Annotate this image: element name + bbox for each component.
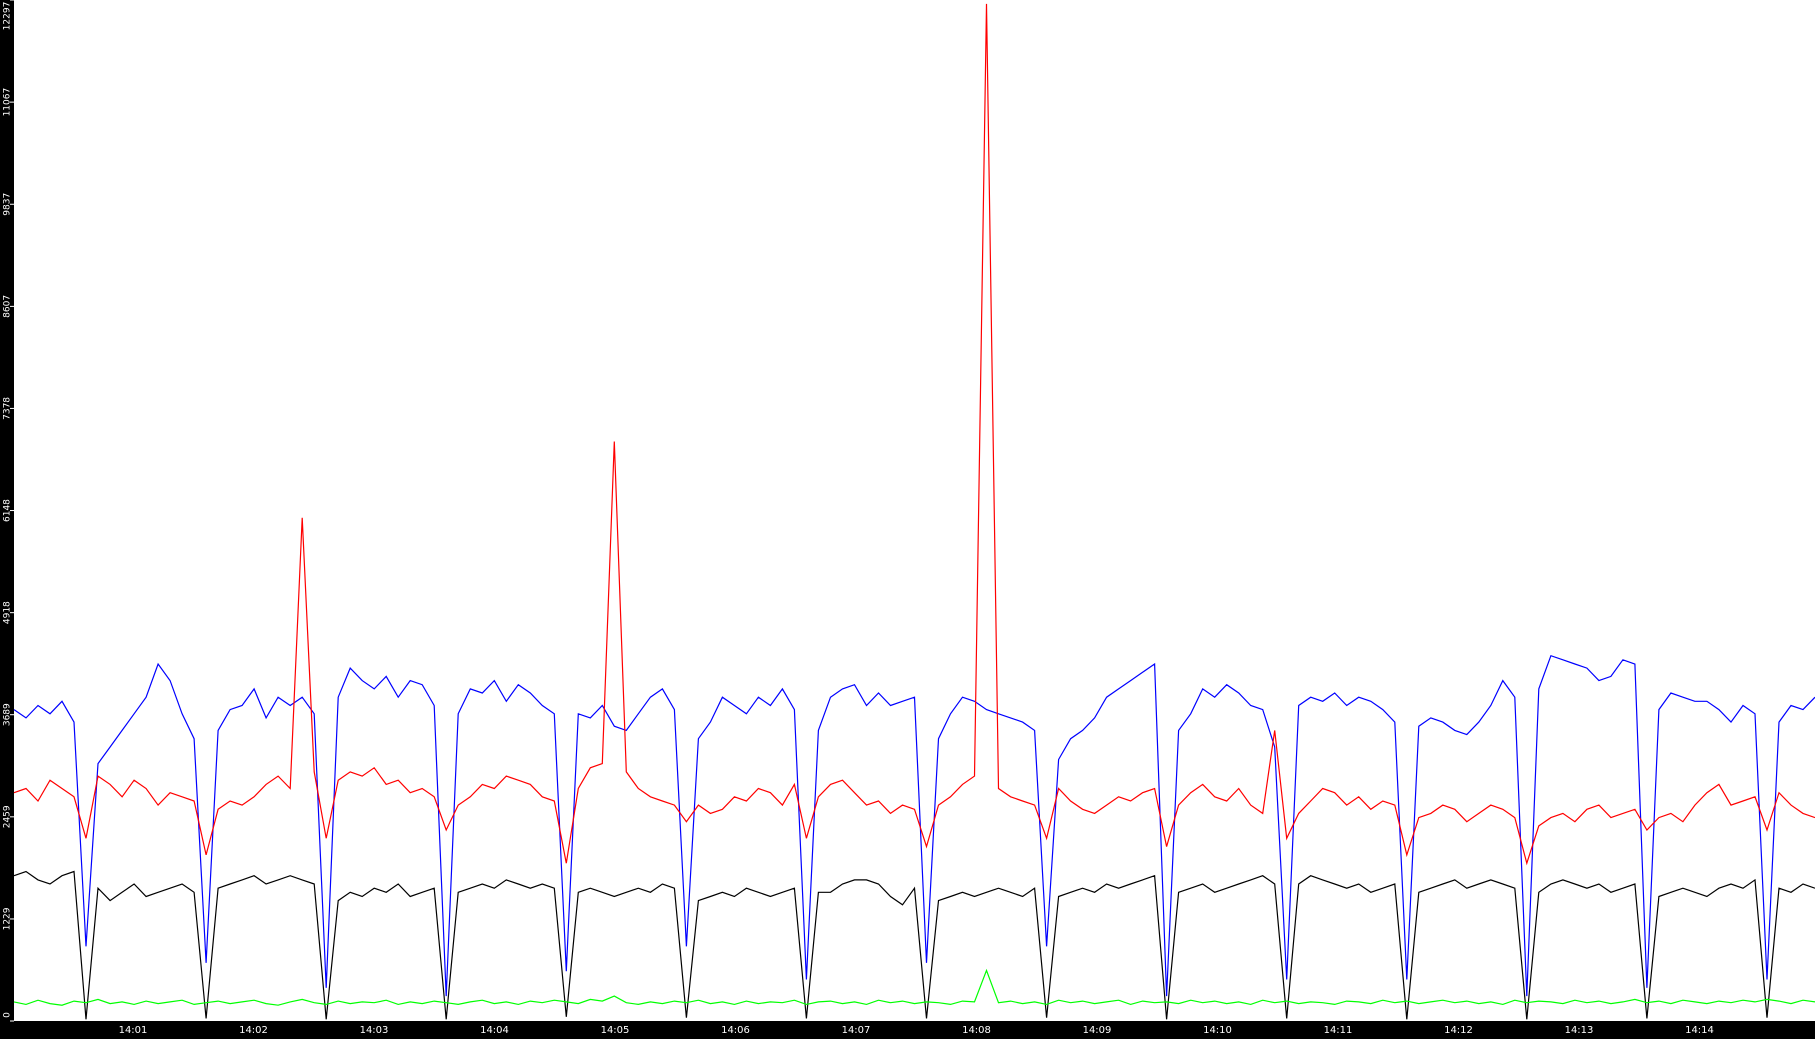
x-tick-label: 14:13 [1565,1025,1594,1036]
y-tick-label: 11067 [3,88,13,117]
y-tick-label: 12297 [3,2,13,31]
x-tick-label: 14:04 [480,1025,509,1036]
series-line [13,870,1815,1020]
x-tick-label: 14:03 [360,1025,389,1036]
y-axis-strip [0,0,14,1039]
x-tick-label: 14:09 [1083,1025,1112,1036]
x-tick-label: 14:08 [962,1025,991,1036]
series-line [13,3,1815,866]
y-tick-label: 8607 [3,295,13,318]
x-tick-label: 14:01 [119,1025,148,1036]
y-tick-label: 7378 [3,397,13,420]
x-axis-strip [0,1021,1815,1039]
x-tick-label: 14:07 [842,1025,871,1036]
x-tick-label: 14:14 [1685,1025,1714,1036]
x-tick-label: 14:12 [1444,1025,1473,1036]
y-tick-label: 4918 [3,601,13,624]
x-tick-label: 14:10 [1203,1025,1232,1036]
x-tick-label: 14:02 [239,1025,268,1036]
x-tick-label: 14:11 [1324,1025,1353,1036]
series-line [13,968,1815,1006]
x-tick-label: 14:05 [601,1025,630,1036]
series-line [13,654,1815,997]
y-tick-label: 1229 [3,907,13,930]
x-tick-label: 14:06 [721,1025,750,1036]
y-tick-label: 2459 [3,805,13,828]
y-tick-label: 3689 [3,703,13,726]
y-tick-label: 9837 [3,193,13,216]
y-tick-label: 6148 [3,499,13,522]
y-tick-label: 0 [3,1012,13,1018]
